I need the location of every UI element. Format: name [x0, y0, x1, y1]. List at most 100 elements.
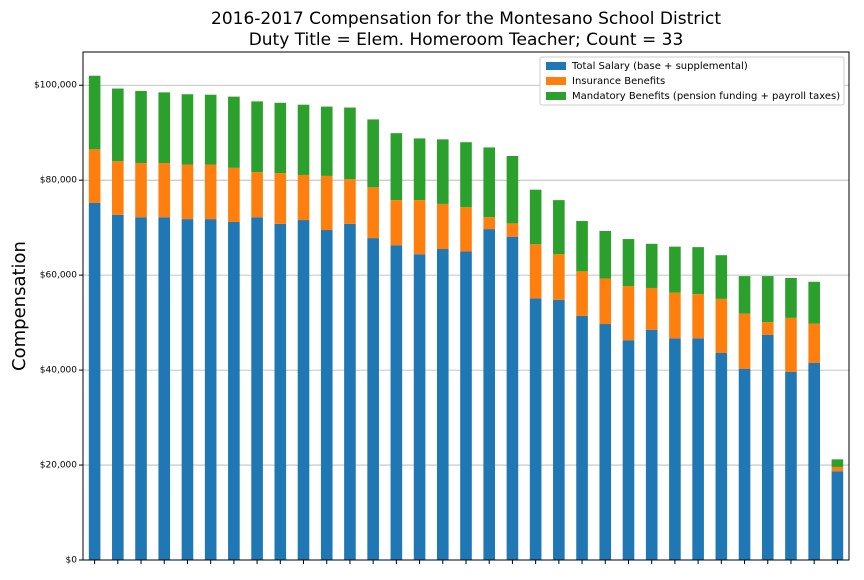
- bar-segment: [808, 323, 820, 363]
- bar-segment: [320, 106, 333, 176]
- bar-segment: [831, 471, 844, 560]
- bar-segment: [506, 236, 519, 560]
- bar-segment: [483, 229, 496, 561]
- bar-segment: [274, 173, 287, 224]
- bar-segment: [506, 223, 519, 237]
- bar-segment: [622, 286, 635, 341]
- bar-segment: [761, 322, 774, 335]
- bar-segment: [436, 249, 449, 561]
- bar-segment: [204, 164, 217, 220]
- bar-segment: [692, 338, 704, 560]
- bar-segment: [390, 245, 403, 560]
- bar-segment: [506, 155, 519, 224]
- bar-segment: [181, 219, 194, 561]
- legend-swatch: [546, 62, 566, 70]
- bar-segment: [622, 340, 635, 560]
- bar-segment: [785, 371, 797, 560]
- bar-segment: [831, 459, 844, 467]
- bar-segment: [320, 175, 333, 231]
- bar-segment: [390, 200, 403, 246]
- bar-segment: [274, 223, 287, 560]
- y-tick-label: $80,000: [40, 176, 77, 186]
- bar-segment: [529, 244, 542, 299]
- bar-segment: [553, 299, 565, 560]
- bar-segment: [831, 466, 844, 472]
- bar-segment: [112, 161, 124, 215]
- bar-segment: [135, 90, 147, 164]
- bar-segment: [692, 247, 704, 295]
- bar-segment: [228, 167, 240, 222]
- bar-segment: [785, 317, 797, 372]
- bar-segment: [413, 254, 426, 560]
- bar-segment: [645, 287, 658, 330]
- bar-segment: [715, 298, 728, 354]
- bar-segment: [204, 94, 217, 165]
- bar-segment: [622, 239, 635, 287]
- bar-segment: [390, 133, 403, 201]
- bar-segment: [88, 75, 101, 150]
- bar-segment: [576, 315, 588, 560]
- bar-segment: [761, 334, 774, 560]
- bar-segment: [785, 277, 797, 318]
- bar-segment: [251, 217, 263, 560]
- bar-segment: [251, 172, 263, 218]
- legend-label: Insurance Benefits: [572, 76, 665, 87]
- bar-segment: [413, 138, 426, 201]
- bar-segment: [413, 200, 426, 255]
- bar-segment: [181, 94, 194, 165]
- bar-segment: [738, 276, 751, 314]
- bar-segment: [320, 230, 333, 560]
- y-tick-label: $0: [66, 556, 78, 566]
- bar-segment: [599, 230, 612, 279]
- bar-segment: [599, 324, 612, 560]
- legend-swatch: [546, 77, 566, 85]
- bar-segment: [599, 278, 612, 325]
- legend-label: Total Salary (base + supplemental): [571, 61, 748, 72]
- bar-segment: [158, 217, 171, 560]
- bar-segment: [460, 251, 472, 561]
- bar-segment: [529, 298, 542, 560]
- bar-segment: [669, 292, 681, 339]
- bar-segment: [738, 313, 751, 369]
- bar-segment: [669, 246, 681, 293]
- bar-segment: [715, 353, 728, 560]
- bar-segment: [808, 281, 820, 324]
- bar-segment: [274, 102, 287, 174]
- bar-segment: [158, 92, 171, 164]
- bar-segment: [367, 119, 379, 188]
- y-tick-label: $40,000: [40, 366, 77, 376]
- bar-segment: [669, 338, 681, 560]
- y-tick-label: $60,000: [40, 271, 77, 281]
- y-axis-label: Compensation: [9, 241, 30, 371]
- bar-segment: [483, 217, 496, 230]
- bar-segment: [344, 223, 356, 560]
- bar-segment: [738, 368, 751, 560]
- bar-segment: [483, 147, 496, 218]
- bar-segment: [692, 294, 704, 339]
- bar-segment: [297, 174, 310, 221]
- bar-segment: [344, 107, 356, 180]
- bar-segment: [112, 214, 124, 561]
- legend-label: Mandatory Benefits (pension funding + pa…: [572, 91, 840, 102]
- bar-segment: [158, 163, 171, 218]
- bar-segment: [228, 96, 240, 168]
- bar-segment: [251, 101, 263, 173]
- chart-subtitle: Duty Title = Elem. Homeroom Teacher; Cou…: [249, 30, 684, 50]
- bar-segment: [576, 221, 588, 272]
- y-tick-label: $100,000: [34, 81, 77, 91]
- bar-segment: [808, 362, 820, 560]
- bar-segment: [367, 238, 379, 561]
- y-tick-label: $20,000: [40, 461, 77, 471]
- bar-segment: [576, 271, 588, 316]
- bar-segment: [553, 200, 565, 255]
- bar-segment: [88, 202, 101, 560]
- bar-segment: [460, 142, 472, 208]
- bar-segment: [645, 243, 658, 288]
- chart-title: 2016-2017 Compensation for the Montesano…: [211, 9, 721, 29]
- bar-segment: [715, 255, 728, 299]
- bar-segment: [181, 164, 194, 220]
- bar-segment: [135, 163, 147, 218]
- legend-swatch: [546, 92, 566, 100]
- bar-segment: [297, 220, 310, 560]
